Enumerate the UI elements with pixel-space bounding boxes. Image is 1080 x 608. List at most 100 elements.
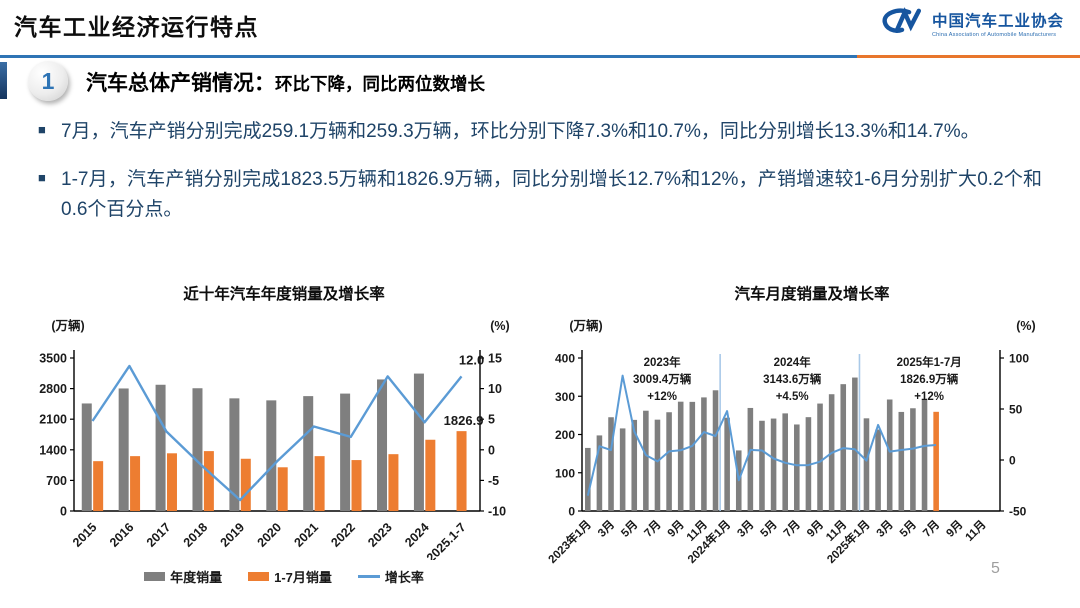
annotation-text: +12% — [647, 391, 677, 403]
annual-sales-bar — [413, 373, 424, 511]
tick-label: 0 — [568, 505, 575, 519]
tick-label: 0 — [60, 505, 67, 519]
annual-sales-bar — [266, 400, 277, 511]
annotation-text: 2023年 — [644, 355, 682, 369]
bullet-square-icon: ■ — [38, 170, 46, 186]
jan-jul-sales-bar — [425, 439, 436, 511]
tick-label: 5 — [488, 413, 495, 427]
y-axis-unit: (万辆) — [569, 318, 602, 333]
section-heading-sub: 环比下降，同比两位数增长 — [275, 74, 485, 94]
tick-label: 15 — [488, 352, 502, 366]
tick-label: 50 — [1009, 403, 1023, 417]
org-name-cn: 中国汽车工业协会 — [931, 13, 1064, 30]
bullet-item: ■ 7月，汽车产销分别完成259.1万辆和259.3万辆，环比分别下降7.3%和… — [38, 117, 1042, 147]
x-tick-label: 9月 — [804, 518, 826, 540]
tick-label: 2100 — [39, 413, 67, 427]
monthly-sales-bar — [712, 390, 719, 511]
monthly-sales-bar — [747, 407, 754, 511]
org-name-en: China Association of Automobile Manufact… — [931, 32, 1057, 38]
caam-logo-icon — [879, 6, 925, 41]
legend-item: 1-7月销量 — [248, 567, 332, 586]
growth-rate-line — [586, 374, 937, 496]
tick-label: 400 — [555, 352, 575, 366]
annual-sales-bar — [192, 388, 203, 511]
x-tick-label: 11月 — [963, 518, 989, 544]
header-rule-blue — [0, 55, 857, 58]
tick-label: 0 — [1009, 454, 1016, 468]
x-tick-label: 2023 — [365, 520, 395, 550]
jan-jul-sales-bar — [456, 431, 467, 511]
monthly-sales-bar — [619, 428, 626, 511]
x-tick-label: 5月 — [897, 518, 919, 540]
x-tick-label: 7月 — [920, 518, 942, 540]
page-title: 汽车工业经济运行特点 — [14, 14, 259, 40]
tick-label: -5 — [488, 474, 499, 488]
tick-label: 2800 — [39, 382, 67, 396]
annotation-text: 2025年1-7月 — [897, 355, 962, 369]
x-tick-label: 2017 — [144, 520, 174, 550]
section-number-badge: 1 — [28, 61, 68, 101]
monthly-sales-chart: 汽车月度销量及增长率 (万辆) (%) 0 100 200 300 400 -50 0 50 100… — [545, 282, 1076, 595]
monthly-sales-bar — [933, 411, 939, 511]
annual-sales-bar — [81, 403, 92, 511]
annual-sales-chart: 近十年汽车年度销量及增长率 (万辆) (%) 0 700 1400 2100 2800 350… — [28, 282, 540, 586]
monthly-sales-bar — [886, 399, 893, 511]
x-tick-label: 2019 — [218, 520, 248, 550]
y2-axis-unit: (%) — [490, 319, 509, 333]
bullet-square-icon: ■ — [38, 122, 46, 137]
tick-label: 200 — [555, 428, 575, 442]
annual-chart-legend: 年度销量 1-7月销量 增长率 — [28, 567, 540, 586]
x-tick-label: 3月 — [735, 518, 757, 540]
annual-sales-bar — [340, 393, 351, 511]
x-tick-label: 5月 — [758, 518, 780, 540]
jan-jul-sales-bar — [388, 454, 399, 511]
jan-jul-sales-bar — [351, 460, 362, 511]
x-tick-label: 3月 — [874, 518, 896, 540]
legend-label: 1-7月销量 — [274, 570, 332, 585]
x-tick-label: 2021 — [291, 520, 321, 550]
tick-label: 100 — [555, 466, 575, 480]
y-axis-unit: (万辆) — [51, 318, 84, 333]
x-tick-label: 2015 — [70, 520, 100, 550]
monthly-sales-bar — [654, 419, 661, 511]
annual-sales-bar — [229, 398, 240, 511]
monthly-sales-bar — [910, 408, 916, 511]
tick-label: 3500 — [39, 352, 67, 366]
x-tick-label: 5月 — [619, 518, 641, 540]
page-number: 5 — [991, 560, 1000, 577]
x-tick-label: 2018 — [181, 520, 211, 550]
x-tick-label: 2022 — [328, 520, 358, 550]
growth-rate-line — [91, 364, 463, 502]
monthly-sales-bar — [852, 377, 858, 511]
monthly-sales-bar — [689, 401, 696, 511]
blue-line-swatch-icon — [357, 575, 380, 578]
orange-bar-swatch-icon — [248, 572, 270, 581]
bullet-list: ■ 7月，汽车产销分别完成259.1万辆和259.3万辆，环比分别下降7.3%和… — [38, 117, 1042, 243]
x-tick-label: 3月 — [595, 518, 617, 540]
x-tick-label: 7月 — [642, 518, 664, 540]
monthly-sales-bar — [794, 424, 800, 511]
data-label: 1826.9 — [444, 413, 484, 428]
monthly-sales-bar — [643, 410, 649, 511]
monthly-sales-bar — [677, 401, 684, 511]
jan-jul-sales-bar — [203, 451, 214, 511]
x-tick-label: 2020 — [255, 520, 285, 550]
monthly-sales-bar — [898, 411, 905, 511]
monthly-sales-bar — [596, 435, 603, 511]
section-heading-main: 汽车总体产销情况： — [86, 72, 275, 95]
jan-jul-sales-bar — [130, 456, 141, 511]
x-tick-label: 7月 — [781, 518, 803, 540]
x-tick-label: 2016 — [107, 520, 137, 550]
annotation-text: 2024年 — [774, 355, 812, 369]
legend-item: 增长率 — [357, 567, 424, 586]
annotation-text: +12% — [914, 391, 944, 403]
tick-label: -50 — [1009, 505, 1027, 519]
annotation-text: 3009.4万辆 — [633, 372, 692, 386]
monthly-sales-bar — [701, 397, 707, 511]
jan-jul-sales-bar — [93, 461, 104, 511]
monthly-sales-bar — [875, 429, 881, 511]
jan-jul-sales-bar — [277, 467, 288, 511]
left-accent-bar — [0, 62, 7, 99]
annual-sales-bar — [377, 379, 388, 511]
x-tick-label: 2023年1月 — [548, 517, 594, 566]
